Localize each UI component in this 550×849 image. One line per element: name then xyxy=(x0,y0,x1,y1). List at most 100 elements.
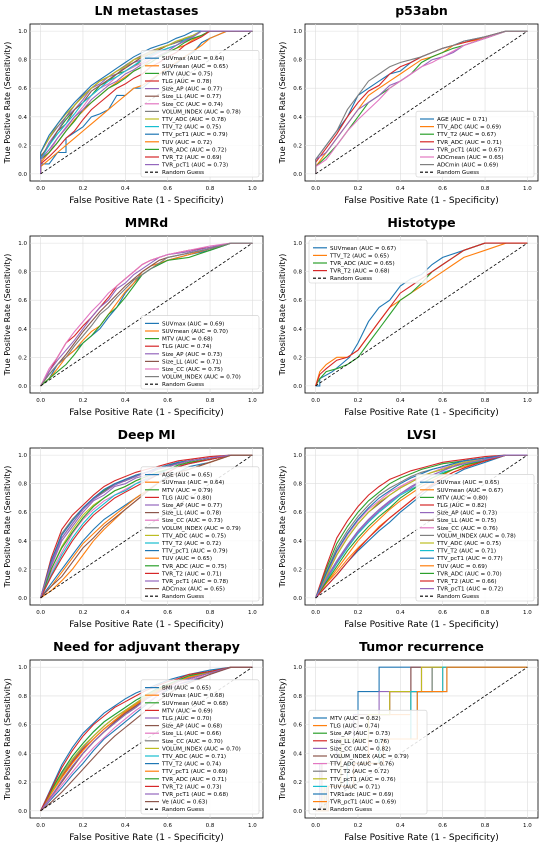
roc-curve-tvr-adc xyxy=(40,666,253,812)
y-tick-label: 0.6 xyxy=(293,510,302,516)
legend-entry: Random Guess xyxy=(437,594,479,600)
x-tick-label: 0.0 xyxy=(311,610,320,616)
roc-curve-tvr-pct1 xyxy=(40,30,253,174)
x-tick-label: 0.6 xyxy=(438,398,447,404)
y-tick-label: 0.6 xyxy=(18,510,27,516)
roc-panel-deep-mi: Deep MI 0.0 0.0 0.2 0.2 0.4 0.4 0.6 0.6 0.8 0.8 1.0… xyxy=(0,424,275,636)
y-tick-label: 0.0 xyxy=(18,172,27,178)
legend-entry: VOLUM_INDEX (AUC = 0.70) xyxy=(162,746,241,752)
legend-entry: Size_LL (AUC = 0.75) xyxy=(437,518,496,524)
y-tick-label: 0.8 xyxy=(18,270,27,276)
x-tick-label: 0.6 xyxy=(163,186,172,192)
roc-panel-mmrd: MMRd 0.0 0.0 0.2 0.2 0.4 0.4 0.6 0.6 0.8 0.8 1.0 1.0… xyxy=(0,212,275,424)
x-tick-label: 0.8 xyxy=(481,823,490,829)
roc-curve-ttv-t2 xyxy=(40,30,253,174)
y-tick-label: 0.0 xyxy=(293,809,302,815)
y-tick-label: 0.6 xyxy=(18,86,27,92)
x-tick-label: 0.2 xyxy=(354,610,363,616)
x-tick-label: 0.8 xyxy=(206,186,215,192)
roc-curve-tvr-t2 xyxy=(315,454,528,599)
roc-curve-tvr-adc xyxy=(40,454,253,599)
roc-curve-volum-index xyxy=(40,242,253,387)
legend-entry: TVR_T2 (AUC = 0.71) xyxy=(161,571,222,577)
legend-entry: Size_LL (AUC = 0.76) xyxy=(330,739,389,745)
legend-entry: TVR_pcT1 (AUC = 0.78) xyxy=(161,579,228,585)
legend-entry: Size_CC (AUC = 0.76) xyxy=(437,526,498,532)
legend-entry: VOLUM_INDEX (AUC = 0.78) xyxy=(437,533,516,539)
legend-entry: VOLUM_INDEX (AUC = 0.70) xyxy=(162,375,241,381)
legend-entry: TTV_T2 (AUC = 0.71) xyxy=(436,549,496,555)
y-axis-label: True Positive Rate (Sensitivity) xyxy=(3,254,12,377)
x-tick-label: 0.0 xyxy=(311,823,320,829)
legend-entry: TTV_T2 (AUC = 0.75) xyxy=(161,125,221,131)
legend-entry: TTV_T2 (AUC = 0.72) xyxy=(329,769,389,775)
chart-legend: AGE (AUC = 0.71) TTV_ADC (AUC = 0.69)TTV_… xyxy=(415,110,535,178)
y-tick-label: 0.0 xyxy=(293,384,302,390)
chart-title: MMRd xyxy=(125,215,168,230)
x-tick-label: 1.0 xyxy=(523,823,532,829)
y-tick-label: 0.8 xyxy=(293,58,302,64)
legend-frame xyxy=(415,474,535,602)
roc-curve-tvr-t2 xyxy=(40,30,253,174)
y-tick-label: 0.2 xyxy=(293,143,302,149)
y-tick-label: 1.0 xyxy=(293,29,302,35)
legend-entry: TUV (AUC = 0.65) xyxy=(161,556,212,562)
legend-entry: SUVmax (AUC = 0.68) xyxy=(162,693,224,699)
legend-frame xyxy=(140,679,260,815)
y-tick-label: 0.6 xyxy=(293,723,302,729)
legend-entry: TTV_T2 (AUC = 0.74) xyxy=(161,762,221,768)
roc-curve-size-ll xyxy=(40,666,253,812)
legend-entry: TTV_T2 (AUC = 0.65) xyxy=(329,253,389,259)
legend-entry: Size_AP (AUC = 0.73) xyxy=(162,352,222,358)
x-tick-label: 1.0 xyxy=(248,610,257,616)
legend-entry: Random Guess xyxy=(162,807,204,813)
legend-entry: BMI (AUC = 0.65) xyxy=(162,686,211,692)
x-tick-label: 0.2 xyxy=(79,398,88,404)
legend-entry: TVR_pcT1 (AUC = 0.67) xyxy=(436,147,503,153)
legend-frame xyxy=(415,110,535,178)
chart-title: LVSI xyxy=(407,427,437,442)
y-axis-label: True Positive Rate (Sensitivity) xyxy=(3,42,12,165)
legend-entry: Size_CC (AUC = 0.74) xyxy=(162,102,223,108)
roc-chart-svg: Need for adjuvant therapy 0.0 0.0 0.2 0.2 0.4… xyxy=(3,639,264,843)
legend-entry: Size_AP (AUC = 0.77) xyxy=(162,503,222,509)
legend-frame xyxy=(308,709,428,815)
legend-frame xyxy=(140,466,260,602)
roc-panel-histotype: Histotype 0.0 0.0 0.2 0.2 0.4 0.4 0.6 0.6 0.8 0.8 1… xyxy=(275,212,550,424)
legend-entry: SUVmean (AUC = 0.70) xyxy=(162,329,228,335)
legend-entry: TVR_ADC (AUC = 0.65) xyxy=(329,261,395,267)
legend-entry: Random Guess xyxy=(162,594,204,600)
x-axis-label: False Positive Rate (1 - Specificity) xyxy=(344,833,499,843)
chart-title: Tumor recurrence xyxy=(359,639,484,654)
x-tick-label: 1.0 xyxy=(523,610,532,616)
y-tick-label: 0.4 xyxy=(293,751,302,757)
legend-entry: TTV_T2 (AUC = 0.72) xyxy=(161,541,221,547)
chart-legend: BMI (AUC = 0.65)SUVmax (AUC = 0.68) SUVme… xyxy=(140,679,260,815)
legend-entry: TVR_T2 (AUC = 0.66) xyxy=(436,579,497,585)
legend-entry: TVR_pcT1 (AUC = 0.73) xyxy=(161,163,228,169)
x-axis-label: False Positive Rate (1 - Specificity) xyxy=(344,196,499,206)
roc-curve-adcmean xyxy=(315,30,528,174)
y-tick-label: 0.0 xyxy=(18,596,27,602)
legend-entry: SUVmax (AUC = 0.65) xyxy=(437,480,499,486)
legend-entry: TTV_pcT1 (AUC = 0.69) xyxy=(161,769,228,775)
x-axis-label: False Positive Rate (1 - Specificity) xyxy=(344,620,499,630)
y-tick-label: 0.4 xyxy=(293,327,302,333)
x-tick-label: 0.2 xyxy=(79,610,88,616)
legend-entry: Size_AP (AUC = 0.77) xyxy=(162,87,222,93)
legend-entry: TTV_ADC (AUC = 0.69) xyxy=(436,125,501,131)
roc-curve-tvr-adc xyxy=(315,30,528,174)
legend-entry: Random Guess xyxy=(330,276,372,282)
y-tick-label: 0.2 xyxy=(18,567,27,573)
legend-entry: Random Guess xyxy=(162,170,204,176)
x-tick-label: 0.4 xyxy=(121,186,130,192)
x-tick-label: 0.8 xyxy=(206,823,215,829)
x-axis-label: False Positive Rate (1 - Specificity) xyxy=(69,620,224,630)
roc-panel-ln-metastases: LN metastases 0.0 0.0 0.2 0.2 0.4 0.4 0.6 0.6 0.8… xyxy=(0,0,275,212)
roc-curve-adcmin xyxy=(315,30,528,174)
y-tick-label: 0.4 xyxy=(18,751,27,757)
x-axis-label: False Positive Rate (1 - Specificity) xyxy=(69,833,224,843)
legend-entry: SUVmean (AUC = 0.67) xyxy=(330,246,396,252)
x-axis-label: False Positive Rate (1 - Specificity) xyxy=(344,408,499,418)
legend-entry: Ve (AUC = 0.63) xyxy=(162,800,208,806)
